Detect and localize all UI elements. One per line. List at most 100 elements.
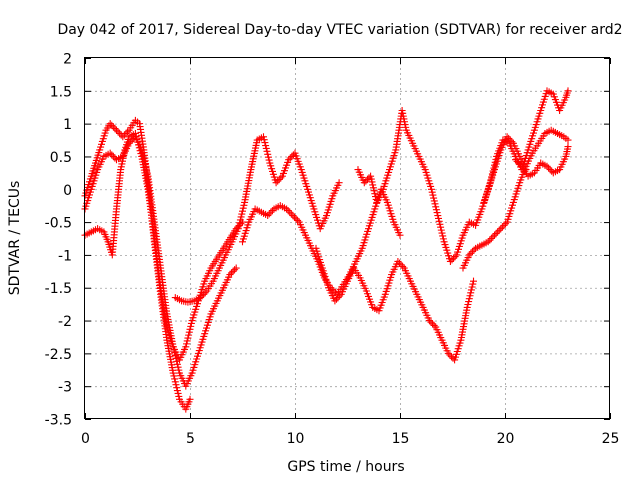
data-point xyxy=(106,120,114,128)
data-point xyxy=(186,325,194,333)
data-point xyxy=(491,231,498,239)
data-point xyxy=(231,266,239,274)
data-point xyxy=(516,161,524,169)
x-tick-label: 0 xyxy=(81,431,90,447)
data-point xyxy=(275,175,283,183)
data-point xyxy=(435,214,442,222)
data-point xyxy=(369,184,377,192)
data-point xyxy=(463,303,471,311)
data-point xyxy=(334,294,342,302)
data-point xyxy=(486,179,494,187)
data-point xyxy=(183,337,191,345)
data-point xyxy=(122,129,130,137)
data-point xyxy=(268,207,276,215)
data-point xyxy=(467,286,475,294)
data-point xyxy=(399,262,407,270)
data-point xyxy=(394,257,402,265)
data-point xyxy=(290,213,298,221)
data-point xyxy=(425,317,433,325)
data-point xyxy=(264,212,272,220)
data-point xyxy=(229,267,237,275)
data-point xyxy=(185,328,193,336)
data-point xyxy=(283,205,291,213)
y-tick-label: 1.5 xyxy=(50,84,72,100)
data-point xyxy=(492,230,500,238)
data-point xyxy=(371,190,379,198)
data-point xyxy=(515,159,523,167)
data-point xyxy=(109,123,117,131)
data-point xyxy=(240,201,248,209)
y-tick-label: -3 xyxy=(58,380,72,396)
data-point xyxy=(262,142,270,150)
data-point xyxy=(431,200,439,208)
data-point xyxy=(173,384,181,392)
series-arc-4 xyxy=(171,133,343,306)
data-point xyxy=(263,147,271,155)
data-point xyxy=(367,172,375,180)
data-point xyxy=(108,121,116,129)
data-point xyxy=(238,210,246,218)
data-point xyxy=(294,216,302,224)
x-tick-label: 5 xyxy=(186,431,195,447)
y-tick-label: 2 xyxy=(63,52,72,68)
data-point xyxy=(260,136,268,144)
series-arc-5 xyxy=(239,185,404,298)
data-point xyxy=(396,231,404,239)
y-tick-label: 0 xyxy=(63,183,72,199)
series-arc-9 xyxy=(480,87,572,206)
data-point xyxy=(487,235,495,242)
data-point xyxy=(367,175,375,183)
data-markers xyxy=(81,87,572,413)
data-point xyxy=(331,297,339,305)
data-point xyxy=(174,363,182,371)
data-point xyxy=(175,392,183,400)
data-point xyxy=(109,152,117,160)
data-point xyxy=(430,321,438,329)
data-point xyxy=(491,158,499,166)
axis-ticks: 0 5 10 15 20 25 -3.5 -3 -2.5 -2 -1.5 -1 -0.5 0 0.5 1 1.5… xyxy=(45,52,620,448)
data-point xyxy=(197,294,204,302)
data-point xyxy=(438,229,446,237)
data-point xyxy=(432,206,440,214)
data-point xyxy=(450,254,458,262)
data-point xyxy=(287,210,295,218)
data-point xyxy=(437,226,445,234)
data-point xyxy=(564,143,572,151)
data-point xyxy=(262,144,270,152)
data-point xyxy=(175,366,183,374)
data-point xyxy=(429,191,437,199)
data-point xyxy=(236,219,244,227)
data-point xyxy=(261,139,269,147)
data-point xyxy=(490,164,498,172)
data-point xyxy=(172,381,180,389)
data-point xyxy=(470,246,478,254)
data-point xyxy=(465,298,473,306)
data-point xyxy=(369,181,377,189)
data-point xyxy=(489,167,497,175)
data-point xyxy=(284,207,292,215)
data-point xyxy=(469,280,477,288)
data-point xyxy=(239,204,247,212)
series-arc-10 xyxy=(512,143,572,180)
data-point xyxy=(397,261,405,269)
data-point xyxy=(265,210,273,218)
data-point xyxy=(430,194,438,202)
x-tick-label: 15 xyxy=(392,431,410,447)
data-point xyxy=(113,126,120,134)
data-point xyxy=(430,197,438,205)
y-tick-label: -0.5 xyxy=(45,216,72,232)
data-point xyxy=(114,128,122,136)
data-point xyxy=(274,177,282,185)
data-point xyxy=(491,161,498,169)
data-point xyxy=(437,223,445,231)
data-point xyxy=(467,249,475,257)
data-point xyxy=(500,221,508,229)
data-point xyxy=(429,320,437,328)
data-point xyxy=(436,220,444,228)
data-point xyxy=(495,226,503,234)
data-point xyxy=(174,389,182,397)
data-point xyxy=(427,318,435,326)
y-tick-label: -1 xyxy=(58,248,72,264)
data-point xyxy=(466,292,474,300)
data-point xyxy=(446,351,454,359)
